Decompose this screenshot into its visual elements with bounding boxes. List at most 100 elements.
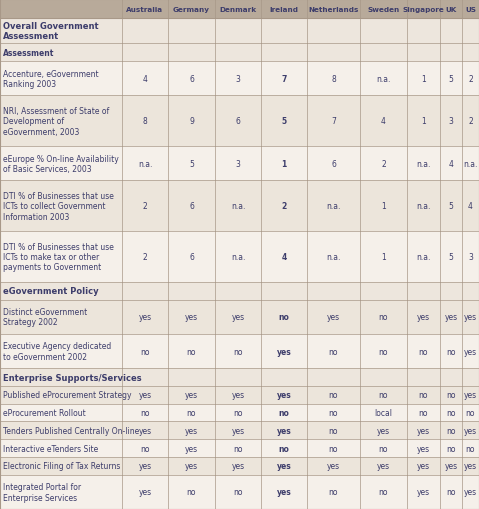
Bar	[0, 232, 479, 282]
Bar	[0, 96, 479, 147]
Bar	[0, 300, 479, 334]
Text: yes: yes	[231, 462, 245, 470]
Bar	[0, 147, 479, 181]
Text: n.a.: n.a.	[416, 252, 431, 262]
Bar	[0, 386, 479, 404]
Text: n.a.: n.a.	[463, 159, 478, 168]
Text: yes: yes	[185, 444, 198, 453]
Text: 1: 1	[381, 202, 386, 211]
Text: yes: yes	[277, 462, 291, 470]
Text: 5: 5	[282, 117, 286, 126]
Text: 4: 4	[448, 159, 454, 168]
Text: yes: yes	[445, 462, 457, 470]
Text: Accenture, eGovernment
Ranking 2003: Accenture, eGovernment Ranking 2003	[3, 69, 99, 89]
Text: 3: 3	[236, 75, 240, 83]
Text: Assessment: Assessment	[3, 49, 55, 58]
Text: Electronic Filing of Tax Returns: Electronic Filing of Tax Returns	[3, 462, 120, 470]
Text: yes: yes	[185, 390, 198, 400]
Text: yes: yes	[185, 462, 198, 470]
Text: yes: yes	[464, 462, 477, 470]
Text: Germany: Germany	[173, 7, 210, 13]
Text: 4: 4	[281, 252, 286, 262]
Text: no: no	[379, 313, 388, 322]
Text: no: no	[140, 347, 150, 356]
Bar	[0, 19, 479, 44]
Text: Enterprise Supports/Services: Enterprise Supports/Services	[3, 373, 142, 382]
Text: Interactive eTenders Site: Interactive eTenders Site	[3, 444, 98, 453]
Text: yes: yes	[231, 313, 245, 322]
Text: no: no	[446, 426, 456, 435]
Text: 1: 1	[421, 75, 426, 83]
Text: n.a.: n.a.	[231, 252, 245, 262]
Text: yes: yes	[417, 444, 430, 453]
Text: n.a.: n.a.	[138, 159, 152, 168]
Text: no: no	[187, 347, 196, 356]
Text: yes: yes	[417, 426, 430, 435]
Text: Netherlands: Netherlands	[308, 7, 359, 13]
Text: no: no	[446, 408, 456, 417]
Text: DTI % of Businesses that use
ICTs to make tax or other
payments to Government: DTI % of Businesses that use ICTs to mak…	[3, 242, 114, 272]
Bar	[0, 62, 479, 96]
Text: 9: 9	[189, 117, 194, 126]
Text: 6: 6	[189, 252, 194, 262]
Text: 8: 8	[331, 75, 336, 83]
Text: no: no	[466, 444, 475, 453]
Text: Ireland: Ireland	[270, 7, 298, 13]
Text: no: no	[419, 408, 428, 417]
Text: yes: yes	[417, 462, 430, 470]
Text: n.a.: n.a.	[416, 202, 431, 211]
Text: yes: yes	[464, 390, 477, 400]
Text: yes: yes	[138, 488, 151, 496]
Text: NRI, Assessment of State of
Development of
eGovernment, 2003: NRI, Assessment of State of Development …	[3, 107, 109, 136]
Text: 4: 4	[381, 117, 386, 126]
Text: 8: 8	[143, 117, 148, 126]
Text: eEurope % On-line Availability
of Basic Services, 2003: eEurope % On-line Availability of Basic …	[3, 154, 119, 174]
Text: yes: yes	[138, 426, 151, 435]
Text: no: no	[140, 408, 150, 417]
Bar	[0, 334, 479, 369]
Text: no: no	[446, 390, 456, 400]
Text: no: no	[446, 488, 456, 496]
Text: 4: 4	[143, 75, 148, 83]
Text: n.a.: n.a.	[376, 75, 391, 83]
Text: eProcurement Rollout: eProcurement Rollout	[3, 408, 86, 417]
Text: 2: 2	[281, 202, 286, 211]
Text: yes: yes	[377, 426, 390, 435]
Text: Denmark: Denmark	[219, 7, 257, 13]
Text: no: no	[233, 347, 243, 356]
Text: no: no	[279, 313, 289, 322]
Text: 6: 6	[189, 75, 194, 83]
Text: 3: 3	[236, 159, 240, 168]
Text: yes: yes	[464, 488, 477, 496]
Text: 2: 2	[143, 202, 148, 211]
Text: Published eProcurement Strategy: Published eProcurement Strategy	[3, 390, 132, 400]
Text: 1: 1	[421, 117, 426, 126]
Text: yes: yes	[277, 347, 291, 356]
Text: yes: yes	[138, 390, 151, 400]
Text: yes: yes	[464, 426, 477, 435]
Text: 2: 2	[381, 159, 386, 168]
Bar	[0, 0, 479, 19]
Text: yes: yes	[185, 313, 198, 322]
Text: 3: 3	[468, 252, 473, 262]
Text: yes: yes	[377, 462, 390, 470]
Text: no: no	[329, 390, 338, 400]
Text: no: no	[187, 488, 196, 496]
Text: 1: 1	[281, 159, 286, 168]
Text: no: no	[329, 488, 338, 496]
Text: yes: yes	[277, 390, 291, 400]
Text: no: no	[329, 426, 338, 435]
Text: no: no	[446, 444, 456, 453]
Text: no: no	[446, 347, 456, 356]
Text: yes: yes	[185, 426, 198, 435]
Text: yes: yes	[417, 488, 430, 496]
Text: no: no	[419, 390, 428, 400]
Text: no: no	[233, 408, 243, 417]
Text: yes: yes	[277, 426, 291, 435]
Text: 6: 6	[236, 117, 240, 126]
Text: n.a.: n.a.	[231, 202, 245, 211]
Text: 5: 5	[189, 159, 194, 168]
Text: yes: yes	[138, 462, 151, 470]
Bar	[0, 181, 479, 232]
Text: 1: 1	[381, 252, 386, 262]
